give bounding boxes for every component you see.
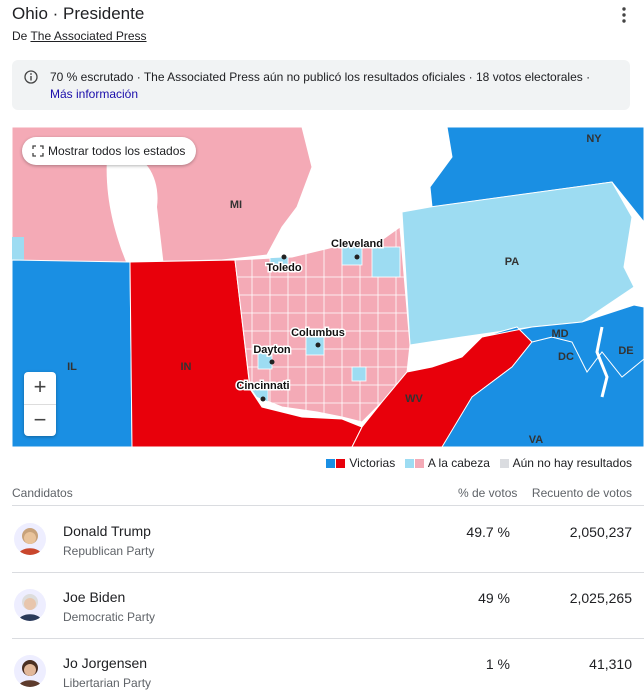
more-info-link[interactable]: Más información [50,87,139,101]
avatar [14,655,46,687]
city-label: Dayton [253,344,291,356]
zoom-out[interactable]: − [33,407,47,432]
source: De The Associated Press [12,29,147,43]
city-label: Cincinnati [236,380,289,392]
column-header: Candidatos [12,486,73,500]
state-label: DE [618,345,633,357]
notice-body: 70 % escrutado · The Associated Press aú… [50,70,591,84]
source-prefix: De [12,29,28,43]
show-all-button[interactable]: Mostrar todos los estados [22,137,196,165]
vote-percent: 49 % [478,590,510,606]
state-label: IL [67,361,77,373]
candidate-name: Joe Biden [63,589,126,605]
notice: 70 % escrutado · The Associated Press aú… [12,60,630,110]
vote-count: 41,310 [589,656,632,672]
expand-icon [32,145,44,157]
city-label: Toledo [266,262,302,274]
legend-label: Victorias [349,456,396,470]
state-label: DC [558,351,574,363]
vote-count: 2,025,265 [569,590,632,606]
candidate-party: Libertarian Party [63,676,152,690]
state-label: WV [405,393,423,405]
candidate-name: Jo Jorgensen [63,655,148,671]
city-label: Columbus [291,327,345,339]
divider [12,505,644,506]
column-header: % de votos [458,486,518,500]
state-label: NY [586,133,602,145]
legend-item: Aún no hay resultados [499,456,632,470]
avatar [14,523,46,555]
button-label: Mostrar todos los estados [48,144,186,158]
vote-count: 2,050,237 [569,524,632,540]
state-label: PA [505,256,520,268]
avatar-image [14,523,46,555]
vote-percent: 49.7 % [466,524,510,540]
state-label: IN [181,361,192,373]
legend-label: A la cabeza [427,456,490,470]
avatar [14,589,46,621]
candidate-party: Republican Party [63,544,155,558]
legend: Victorias A la cabeza Aún no hay resulta… [326,456,632,470]
avatar-image [14,655,46,687]
column-header: Recuento de votos [531,486,632,500]
divider [12,638,644,639]
source-link[interactable]: The Associated Press [30,29,147,43]
avatar-image [14,589,46,621]
legend-item: Victorias [326,456,395,470]
legend-item: A la cabeza [405,456,490,470]
legend-label: Aún no hay resultados [512,456,632,470]
divider [12,572,644,573]
candidate-name: Donald Trump [63,523,151,539]
zoom-control: + − [24,372,56,436]
menu-icon[interactable] [620,6,628,24]
map: MI NY PA IN IL WV MD DC DE VA Cleveland … [12,127,644,447]
state-label: VA [529,434,544,446]
candidate-party: Democratic Party [63,610,156,624]
title: Ohio · Presidente [12,4,145,23]
city-label: Cleveland [331,238,383,250]
state-label: MD [551,328,568,340]
info-icon [24,70,38,84]
vote-percent: 1 % [485,656,510,672]
state-label: MI [230,199,242,211]
zoom-in[interactable]: + [24,372,56,405]
notice-text: 70 % escrutado · The Associated Press aú… [50,69,610,103]
